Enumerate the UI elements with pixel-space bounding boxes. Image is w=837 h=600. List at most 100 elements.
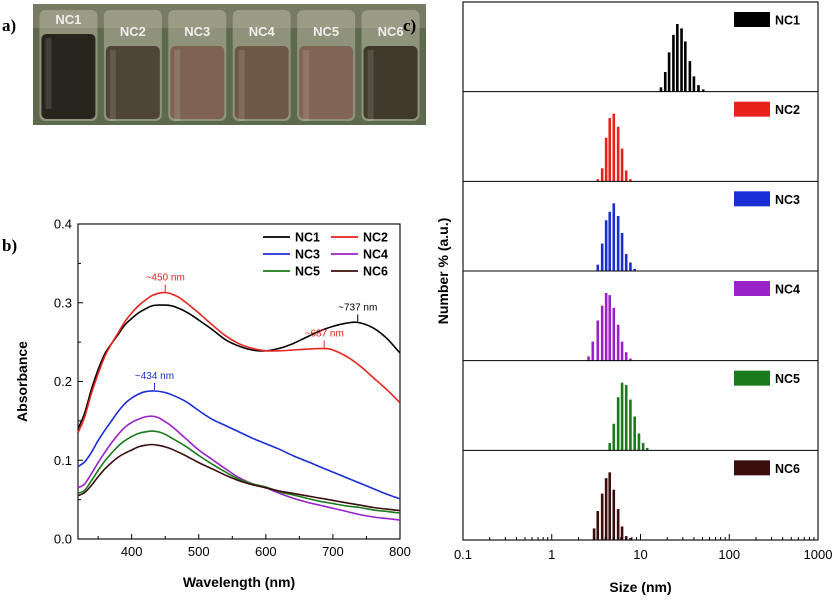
series-line-nc2 (77, 291, 401, 434)
legend-label: NC1 (775, 14, 800, 28)
series-line-nc6 (77, 443, 401, 512)
histogram-bar (701, 89, 705, 92)
histogram-bar (612, 489, 616, 540)
panel-label-a: a) (2, 16, 16, 35)
legend-label: NC5 (295, 265, 320, 279)
histogram-bar (667, 52, 671, 92)
legend-label: NC4 (775, 283, 800, 297)
photo-top-glare (33, 4, 426, 28)
vial-label: NC3 (184, 24, 210, 39)
histogram-bar (629, 179, 632, 182)
histogram-bar (624, 385, 628, 451)
x-axis-title: Wavelength (nm) (183, 574, 295, 590)
histogram-bar (680, 28, 683, 92)
vial-highlight (238, 50, 245, 121)
histogram-bar (600, 168, 604, 182)
histogram-bar (624, 536, 628, 540)
histogram-bar (616, 509, 620, 540)
histogram-bar (624, 352, 628, 361)
histogram-bar (620, 232, 624, 271)
series-line-nc4 (77, 415, 401, 521)
histogram-bar (672, 34, 675, 92)
legend-swatch (734, 370, 770, 386)
histogram-bar (608, 443, 612, 451)
histogram-bar (620, 526, 624, 540)
histogram-bar (663, 72, 667, 92)
histogram-bar (624, 254, 628, 271)
peak-annotation: ~687 nm (305, 328, 344, 339)
legend-swatch (734, 281, 770, 296)
vial-highlight (174, 50, 181, 121)
vial-label: NC6 (378, 24, 404, 39)
histogram-bar (608, 118, 612, 182)
histogram-bar (624, 170, 628, 182)
histogram-bar (596, 320, 600, 361)
y-tick-label: 0.1 (54, 453, 72, 468)
legend-label: NC3 (775, 193, 800, 207)
y-tick-label: 0.0 (54, 532, 72, 547)
histogram-bar (608, 472, 612, 540)
histogram-bar (692, 76, 696, 92)
legend-label: NC4 (363, 248, 388, 262)
histogram-bar (688, 61, 692, 92)
legend-label: NC6 (775, 462, 800, 476)
histogram-bar (659, 87, 663, 92)
y-tick-label: 0.2 (54, 374, 72, 389)
series-line-nc1 (77, 304, 401, 430)
x-tick-label: 10 (633, 547, 647, 562)
histogram-bar (600, 305, 604, 361)
series-line-nc5 (77, 430, 401, 514)
vial-highlight (367, 50, 374, 121)
vial-highlight (45, 38, 52, 109)
histogram-bar (604, 220, 608, 271)
legend-label: NC3 (295, 248, 320, 262)
vial-highlight (303, 50, 310, 121)
histogram-bar (676, 24, 679, 92)
legend-label: NC1 (295, 231, 320, 245)
histogram-bar (629, 262, 632, 271)
peak-annotation: ~450 nm (146, 273, 185, 284)
vial-label: NC2 (120, 24, 146, 39)
histogram-bar (616, 216, 620, 271)
histogram-bar (591, 341, 595, 361)
vial-liquid (41, 34, 96, 119)
histogram-bar (620, 382, 624, 451)
x-tick-label: 1000 (804, 547, 833, 562)
vial-liquid (234, 46, 289, 119)
histogram-bar (604, 137, 608, 182)
histogram-bar (633, 416, 636, 451)
histogram-bar (612, 307, 616, 361)
histogram-bar (608, 295, 612, 361)
legend-label: NC5 (775, 372, 800, 386)
vial-liquid (170, 46, 225, 119)
histogram-bar (596, 179, 600, 182)
x-tick-label: 700 (322, 544, 344, 559)
histogram-bar (612, 423, 616, 451)
histogram-bar (592, 528, 596, 540)
histogram-bar (596, 264, 600, 271)
histogram-bar (641, 443, 645, 451)
series-line-nc3 (77, 390, 401, 500)
y-axis-title: Number % (a.u.) (435, 218, 451, 325)
uv-vis-chart: 400 500 600 700 800 0.0 0.1 0.2 0.3 0.4 Wavelength… (14, 217, 411, 591)
vial-liquid (299, 46, 354, 119)
histogram-bar (608, 211, 612, 271)
histogram-bar (645, 447, 649, 451)
y-tick-label: 0.4 (54, 217, 72, 232)
histogram-bar (684, 41, 687, 92)
histogram-bar (616, 397, 620, 451)
histogram-bar (604, 293, 608, 361)
x-tick-label: 600 (255, 544, 277, 559)
peak-annotation: ~737 nm (338, 302, 377, 313)
histogram-bar (612, 203, 616, 271)
x-tick-label: 1 (548, 547, 555, 562)
vial-photo: NC1 NC2 NC3 NC4 NC5 NC6 (33, 4, 426, 125)
legend-swatch (734, 101, 770, 117)
panel-label-c: c) (403, 16, 416, 35)
histogram-bar (697, 85, 700, 92)
legend-swatch (734, 460, 770, 476)
size-distribution-chart: NC1 NC2 NC3 NC4 NC5 NC6 0.1 1 10 100 1000 Size (nm)… (435, 1, 833, 595)
histogram-bar (629, 538, 632, 540)
histogram-bar (633, 268, 636, 271)
histogram-bar (629, 358, 632, 361)
